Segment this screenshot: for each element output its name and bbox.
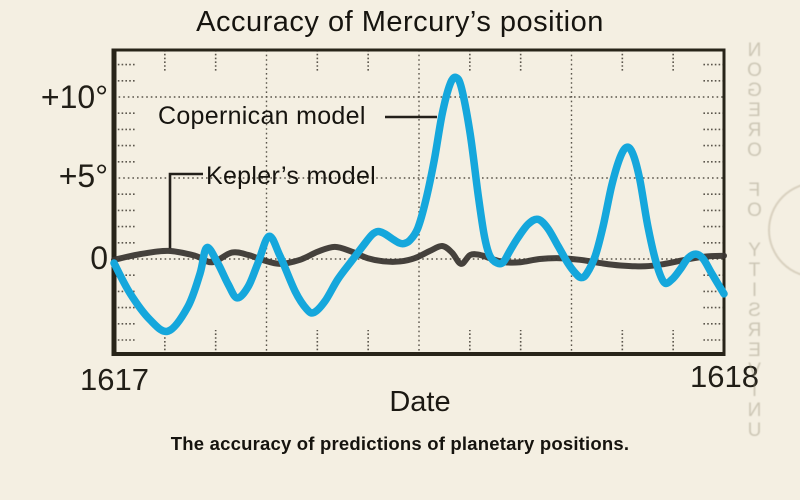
figure-caption: The accuracy of predictions of planetary… [170,433,630,454]
leader-line-kepler [168,172,203,249]
x-tick-label-1618: 1618 [690,359,759,394]
kepler-model-label: Kepler’s model [206,162,377,190]
x-tick-label-1617: 1617 [80,362,149,397]
copernican-model-label: Copernican model [158,102,366,130]
y-tick-label-zero: 0 [90,240,108,276]
chart-title: Accuracy of Mercury’s position [196,6,604,38]
watermark-text: NOGERO FO YTISREVINU [744,40,765,440]
x-axis-title: Date [389,386,451,418]
y-tick-label-plus10: +10° [40,79,108,115]
copernican-curve [110,73,728,336]
kepler-curve [111,243,727,270]
y-tick-label-plus5: +5° [58,158,108,194]
